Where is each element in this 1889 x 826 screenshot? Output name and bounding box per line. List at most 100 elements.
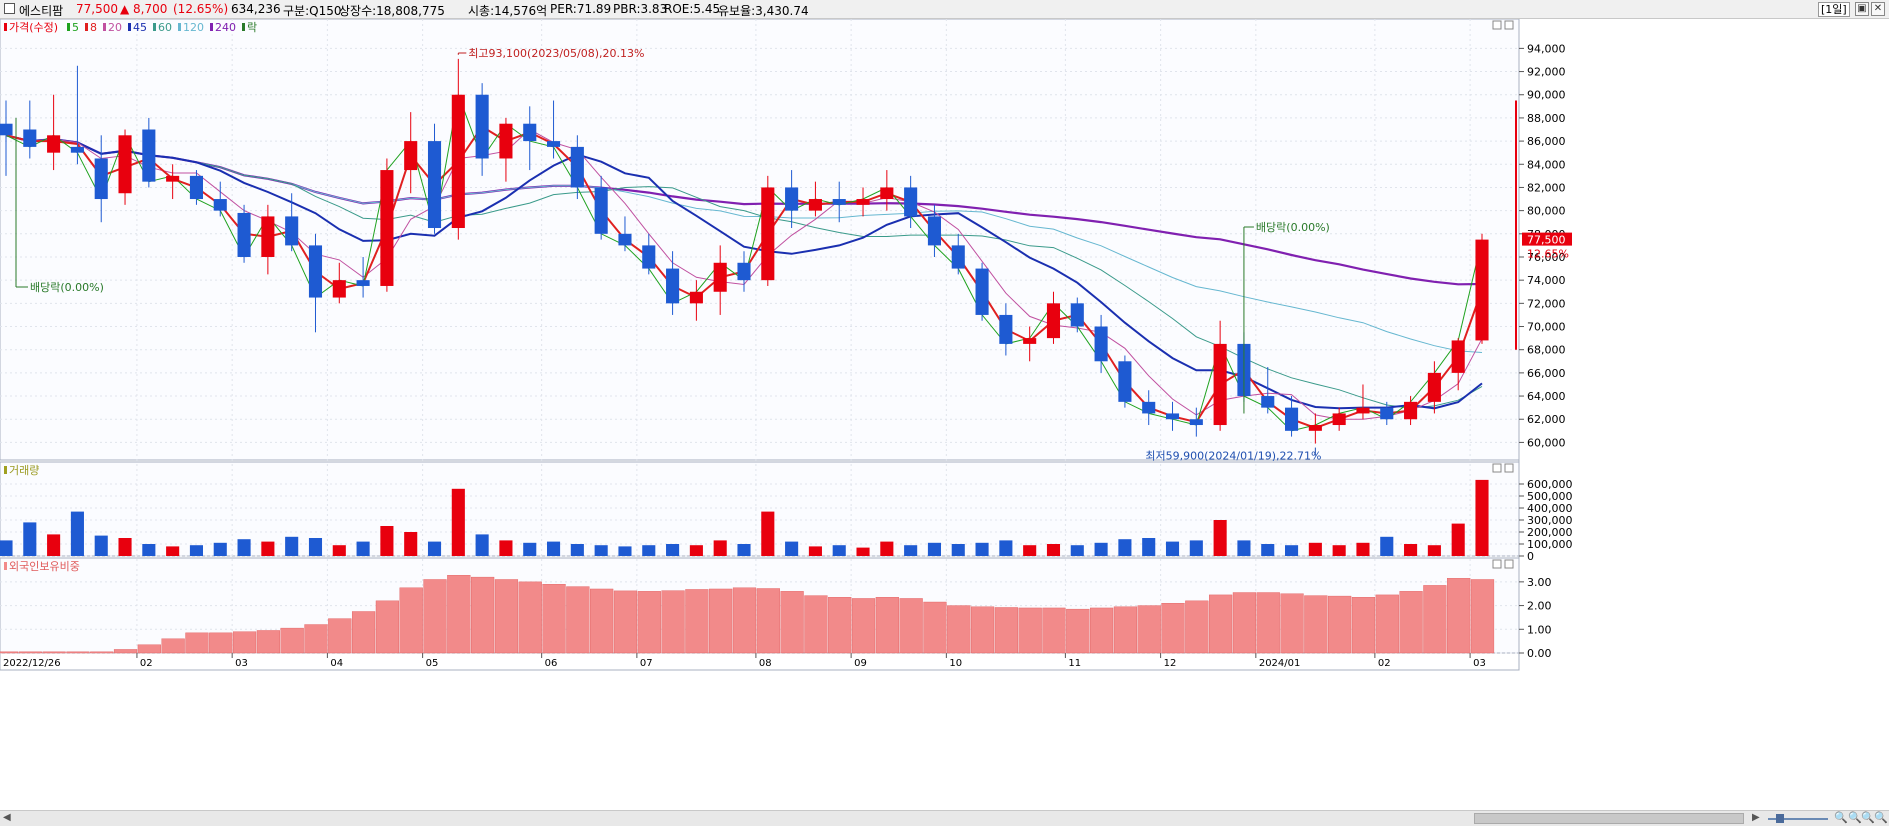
scroll-left-icon[interactable]: ◀ bbox=[3, 812, 11, 823]
volume-bar bbox=[713, 540, 727, 556]
price-tick-label: 70,000 bbox=[1527, 321, 1566, 334]
x-tick-label: 06 bbox=[545, 658, 558, 669]
foreign-ratio-bars bbox=[0, 575, 1495, 654]
foreign-ratio-bar bbox=[1209, 594, 1233, 654]
price-tick-label: 92,000 bbox=[1527, 66, 1566, 79]
price-legend bbox=[4, 23, 245, 31]
foreign-ratio-bar bbox=[1470, 579, 1495, 654]
foreign-title: 외국인보유비중 bbox=[9, 560, 80, 573]
zoom-out-icon[interactable]: 🔍 bbox=[1848, 811, 1862, 824]
volume-bar bbox=[880, 541, 894, 556]
panel-maximize-icon bbox=[1492, 20, 1502, 30]
candle-body bbox=[0, 123, 13, 136]
period-selector[interactable]: [1일] bbox=[1818, 2, 1850, 17]
candle-body bbox=[1118, 361, 1132, 402]
legend-label: 가격(수정) bbox=[9, 21, 58, 34]
restore-icon[interactable]: ▣ bbox=[1855, 2, 1869, 16]
candle-body bbox=[1261, 396, 1275, 408]
volume-bar bbox=[475, 534, 489, 556]
foreign-ratio-bar bbox=[209, 632, 233, 654]
foreign-ratio-bar bbox=[90, 651, 114, 654]
foreign-ratio-bar bbox=[851, 598, 876, 654]
zoom-slider[interactable] bbox=[1768, 818, 1828, 820]
volume-bar bbox=[856, 547, 870, 556]
volume-bar bbox=[47, 534, 61, 556]
foreign-ratio-bar bbox=[685, 589, 709, 654]
candle-body bbox=[1070, 303, 1084, 327]
legend-swatch bbox=[153, 23, 156, 31]
market-segment: 구분:Q150 bbox=[283, 4, 342, 18]
foreign-tick-label: 3.00 bbox=[1527, 576, 1552, 589]
x-tick-label: 11 bbox=[1068, 658, 1081, 669]
candle-body bbox=[356, 280, 370, 286]
price-tick-label: 74,000 bbox=[1527, 274, 1566, 287]
volume-bar bbox=[94, 535, 108, 556]
candle-body bbox=[1023, 338, 1037, 344]
volume-bar bbox=[761, 511, 775, 556]
volume-bar bbox=[23, 522, 37, 556]
stock-chart[interactable]: 94,000 92,000 90,000 88,000 86,000 84,000 82,0… bbox=[0, 19, 1889, 810]
candle-body bbox=[999, 314, 1013, 344]
title-bar: 에스티팜 77,500 ▲ 8,700 (12.65%) 634,236 구분:… bbox=[0, 0, 1889, 19]
horizontal-scrollbar[interactable]: ◀ ▶ 🔍 🔍 🔍 🔍 bbox=[0, 810, 1889, 826]
candle-body bbox=[904, 187, 918, 217]
foreign-ratio-bar bbox=[351, 611, 376, 654]
scroll-right-icon[interactable]: ▶ bbox=[1752, 812, 1760, 823]
foreign-ratio-bar bbox=[1304, 595, 1328, 654]
zoom-reset-icon[interactable]: 🔍 bbox=[1874, 811, 1888, 824]
zoom-slider-handle[interactable] bbox=[1776, 814, 1784, 823]
foreign-ratio-bar bbox=[18, 651, 42, 654]
foreign-ratio-bar bbox=[613, 590, 638, 654]
legend-label: 240 bbox=[215, 21, 236, 34]
x-tick-label: 2022/12/26 bbox=[3, 658, 61, 669]
zoom-fit-icon[interactable]: 🔍 bbox=[1861, 811, 1875, 824]
price-panel bbox=[0, 19, 1520, 461]
price-tick-label: 68,000 bbox=[1527, 344, 1566, 357]
volume-bar bbox=[1118, 539, 1132, 556]
price-tick-label: 94,000 bbox=[1527, 42, 1566, 55]
foreign-ratio-bar bbox=[542, 584, 566, 654]
candle-body bbox=[1475, 239, 1489, 341]
candle-body bbox=[594, 187, 608, 234]
volume-bar bbox=[523, 542, 537, 556]
x-tick-label: 08 bbox=[759, 658, 772, 669]
roe-value: ROE:5.45 bbox=[664, 2, 721, 16]
legend-swatch bbox=[242, 23, 245, 31]
pbr-value: PBR:3.83 bbox=[613, 2, 668, 16]
foreign-tick-label: 1.00 bbox=[1527, 623, 1552, 636]
foreign-ratio-bar bbox=[518, 581, 542, 654]
select-checkbox[interactable] bbox=[4, 3, 15, 14]
candle-body bbox=[1332, 413, 1346, 426]
close-icon[interactable]: ✕ bbox=[1871, 2, 1885, 16]
volume-tick-label: 0 bbox=[1527, 550, 1534, 563]
foreign-ratio-bar bbox=[1351, 597, 1376, 654]
foreign-ratio-bar bbox=[328, 618, 352, 654]
foreign-ratio-bar bbox=[637, 591, 661, 654]
zoom-in-icon[interactable]: 🔍 bbox=[1834, 811, 1848, 824]
foreign-ratio-bar bbox=[1280, 593, 1304, 654]
foreign-ratio-bar bbox=[1423, 585, 1447, 654]
legend-label: 5 bbox=[72, 21, 79, 34]
panel-maximize-icon bbox=[1492, 463, 1502, 473]
volume-bar bbox=[189, 545, 203, 556]
x-tick-label: 10 bbox=[949, 658, 962, 669]
foreign-ratio-bar bbox=[423, 579, 447, 654]
volume-bar bbox=[1285, 545, 1299, 556]
volume-bar bbox=[951, 544, 965, 556]
last-price-label: 77,500 bbox=[1527, 234, 1566, 247]
volume-bar bbox=[927, 542, 941, 556]
current-price: 77,500 bbox=[76, 2, 118, 16]
candle-body bbox=[642, 245, 656, 269]
volume-bar bbox=[1404, 544, 1418, 556]
volume-bar bbox=[380, 526, 394, 556]
volume-bar bbox=[237, 539, 251, 556]
ma60-line bbox=[5, 134, 1483, 409]
price-tick-label: 82,000 bbox=[1527, 181, 1566, 194]
scroll-thumb[interactable] bbox=[1474, 813, 1744, 824]
stock-name[interactable]: 에스티팜 bbox=[19, 4, 64, 18]
per-value: PER:71.89 bbox=[550, 2, 612, 16]
low-annotation: 최저59,900(2024/01/19),22.71% bbox=[1145, 450, 1321, 463]
candle-body bbox=[1046, 303, 1061, 339]
candle-body bbox=[94, 158, 108, 200]
volume-tick-label: 600,000 bbox=[1527, 478, 1573, 491]
